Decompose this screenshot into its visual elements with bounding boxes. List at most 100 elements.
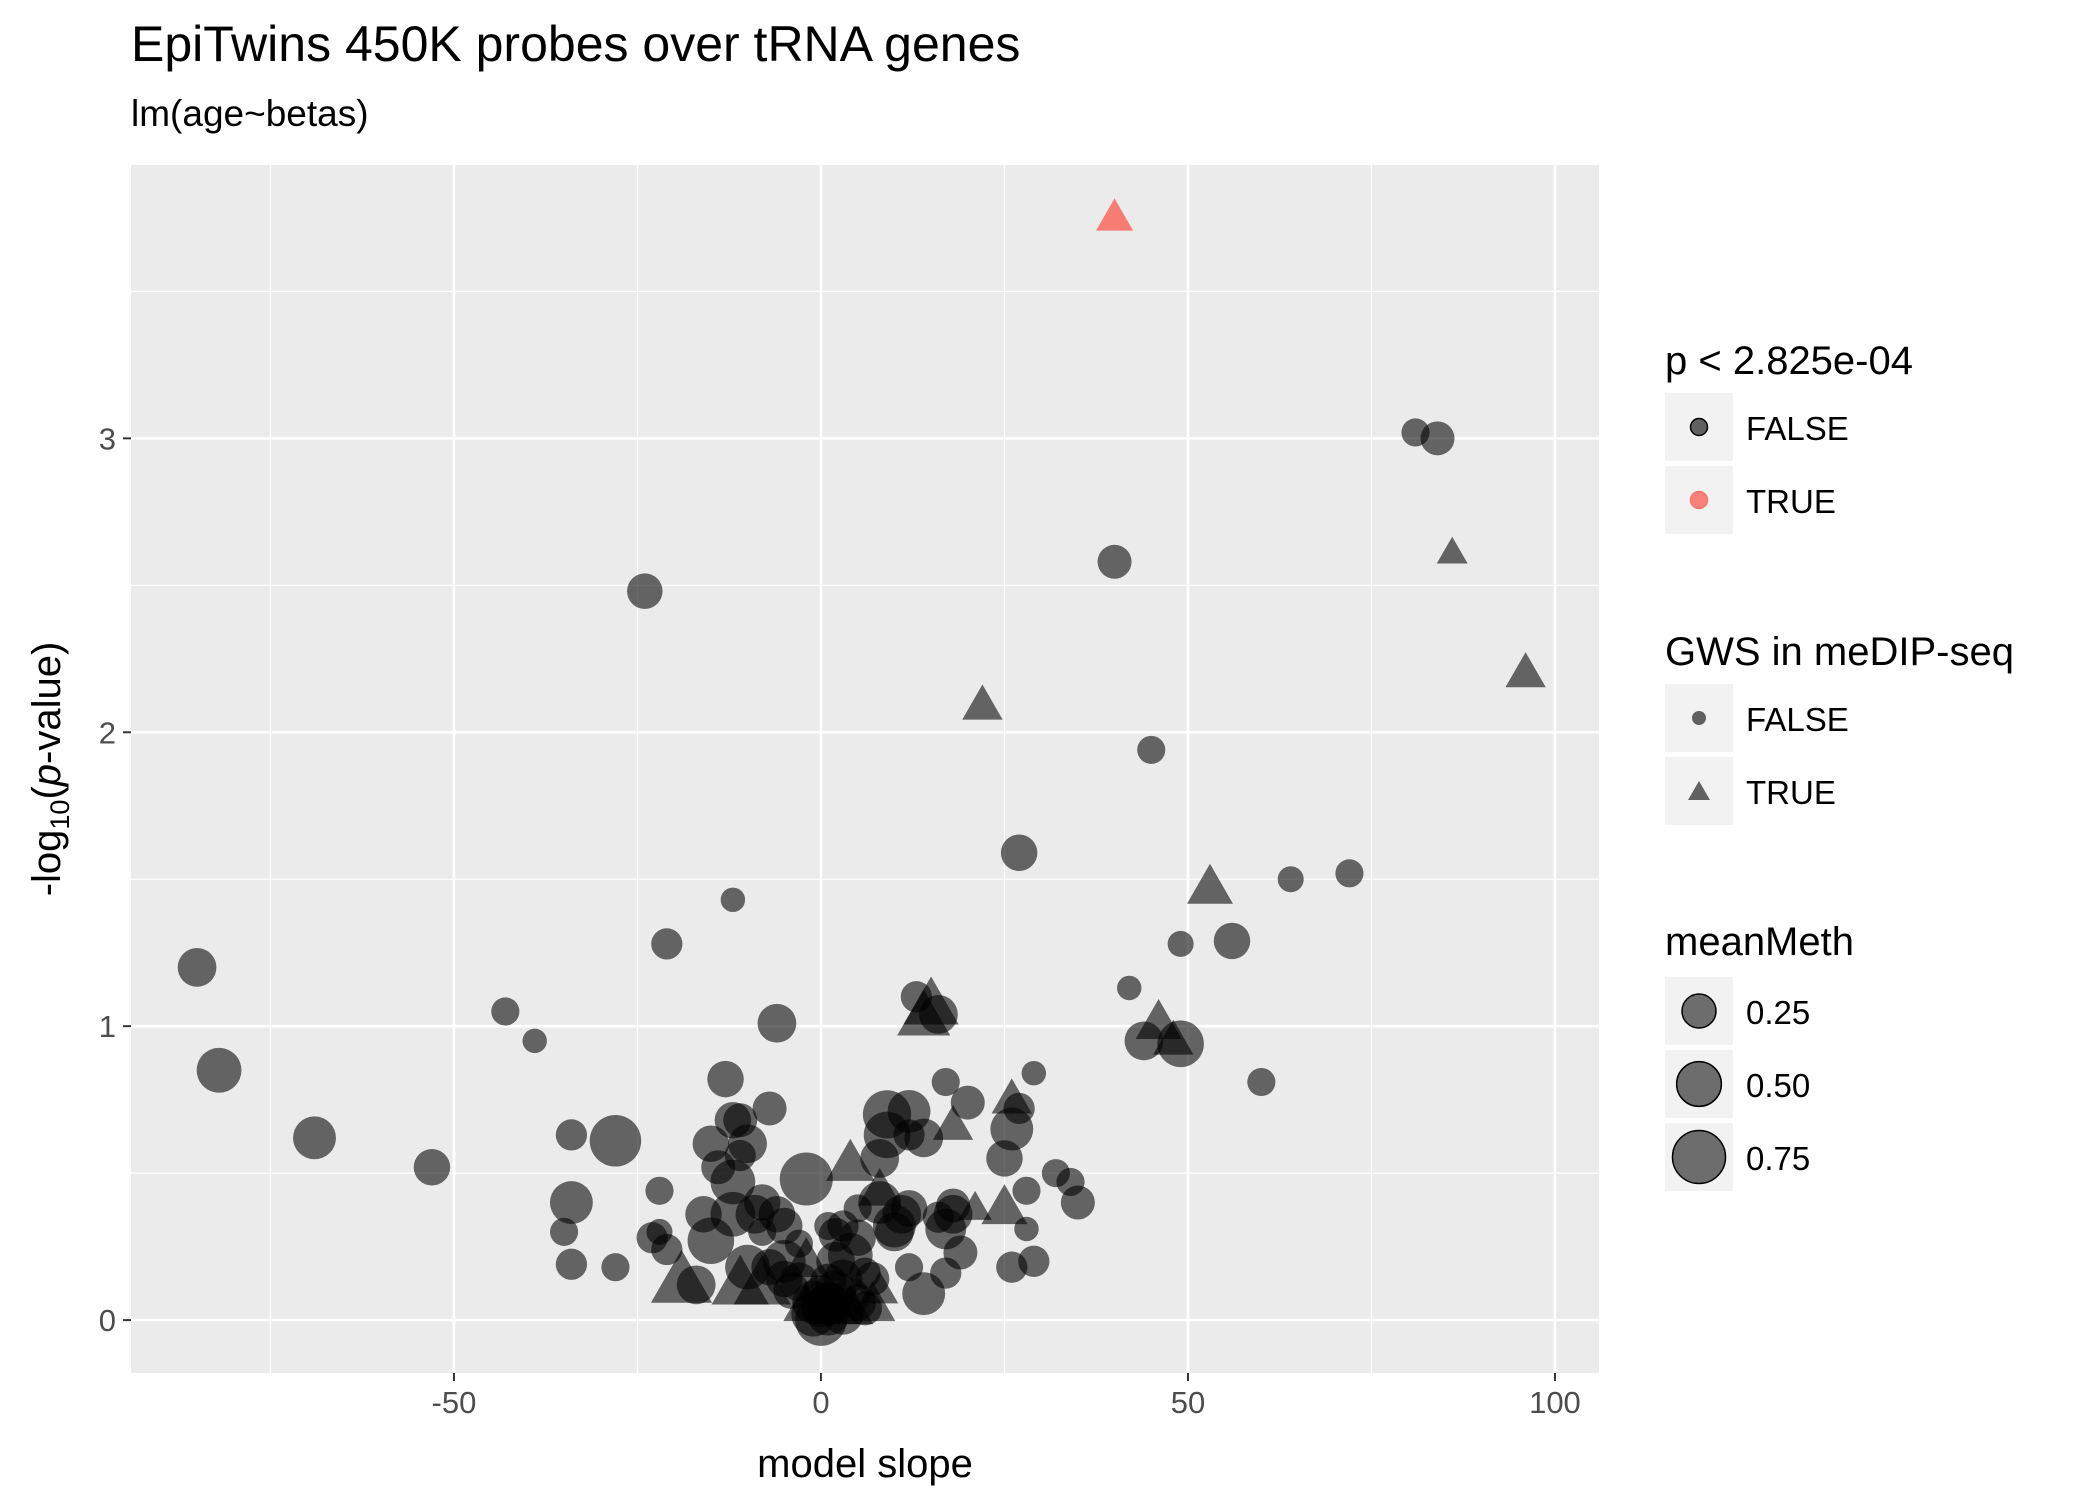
x-tick-label: 100 <box>1529 1385 1581 1420</box>
data-point-circle <box>555 1119 588 1151</box>
legend-label-true: TRUE <box>1746 774 1836 811</box>
data-point-circle <box>707 1060 744 1098</box>
legend-size-key-075 <box>1671 1129 1727 1185</box>
y-axis-title-prefix: -log <box>25 830 69 897</box>
data-point-circle <box>904 1118 944 1158</box>
y-tick-label: 0 <box>99 1303 116 1338</box>
data-point-triangle <box>1096 198 1134 231</box>
y-axis-title: -log10(p-value) <box>25 642 75 897</box>
chart-subtitle: lm(age~betas) <box>131 93 369 134</box>
data-point-circle <box>757 1003 797 1043</box>
data-point-circle <box>196 1047 242 1093</box>
legend-key-true-color <box>1689 490 1709 510</box>
data-point-triangle <box>932 1104 974 1140</box>
y-tick-label: 2 <box>99 715 116 750</box>
x-axis-title: model slope <box>757 1442 973 1486</box>
data-point-circle <box>919 995 958 1034</box>
y-tick-label: 3 <box>99 421 116 456</box>
x-axis: -50 0 50 100 <box>432 1373 1581 1420</box>
data-point-circle <box>1014 1216 1039 1242</box>
y-axis-title-subscript: 10 <box>45 800 75 830</box>
data-point-circle <box>1420 421 1455 456</box>
data-point-circle <box>1003 1092 1035 1125</box>
legend-label-075: 0.75 <box>1746 1140 1810 1177</box>
data-point-circle <box>549 1217 579 1246</box>
data-point-circle <box>1247 1067 1276 1097</box>
data-point-circle <box>1277 866 1304 893</box>
data-point-circle <box>839 1219 876 1257</box>
data-point-circle <box>627 573 663 609</box>
data-point-circle <box>1000 834 1038 872</box>
data-point-triangle <box>962 684 1003 720</box>
data-point-circle <box>413 1149 451 1186</box>
data-point-circle <box>728 1124 767 1164</box>
y-axis: 0 1 2 3 <box>99 421 131 1338</box>
legend-label-025: 0.25 <box>1746 994 1810 1031</box>
data-point-circle <box>1335 859 1364 888</box>
data-point-circle <box>491 997 520 1026</box>
data-point-circle <box>943 1235 978 1270</box>
data-point-circle <box>1060 1185 1095 1220</box>
y-axis-title-open: ( <box>25 786 69 800</box>
data-point-circle <box>720 887 746 913</box>
legend-meanmeth: meanMeth 0.25 0.50 0.75 <box>1665 920 1854 1191</box>
data-point-circle <box>522 1028 547 1054</box>
legend-significance-title: p < 2.825e-04 <box>1665 339 1913 383</box>
legend-gws: GWS in meDIP-seq FALSE TRUE <box>1665 630 2014 825</box>
legend-size-key-025 <box>1681 993 1717 1029</box>
x-tick-label: 50 <box>1171 1385 1205 1420</box>
data-point-circle <box>752 1091 787 1126</box>
data-point-circle <box>1167 930 1194 957</box>
data-point-circle <box>1012 1176 1041 1205</box>
data-point-circle <box>589 1115 642 1167</box>
data-point-circle <box>601 1253 630 1282</box>
data-point-circle <box>549 1181 593 1224</box>
data-point-circle <box>931 1067 960 1097</box>
data-point-circle <box>651 928 683 960</box>
data-point-circle <box>651 1233 683 1266</box>
data-point-circle <box>1157 1020 1204 1068</box>
data-point-triangle <box>1186 863 1233 904</box>
legend-key-circle-shape <box>1692 711 1706 725</box>
data-point-triangle <box>826 1138 875 1181</box>
y-tick-label: 1 <box>99 1009 116 1044</box>
data-point-circle <box>710 1159 756 1205</box>
x-tick-label: 0 <box>812 1385 829 1420</box>
data-point-circle <box>676 1265 716 1305</box>
data-point-triangle <box>981 1184 1028 1225</box>
legend-significance: p < 2.825e-04 FALSE TRUE <box>1665 339 1913 534</box>
y-axis-title-suffix: -value) <box>25 642 69 764</box>
data-point-circle <box>890 1190 928 1227</box>
data-point-circle <box>177 948 217 987</box>
legend-label-false: FALSE <box>1746 410 1849 447</box>
data-point-circle <box>779 1152 833 1206</box>
data-point-circle <box>1021 1060 1047 1086</box>
data-point-triangle <box>1505 652 1546 688</box>
data-point-circle <box>950 1085 985 1120</box>
data-point-circle <box>1097 544 1132 579</box>
legend-label-050: 0.50 <box>1746 1067 1810 1104</box>
data-point-triangle <box>1436 536 1468 564</box>
chart-title: EpiTwins 450K probes over tRNA genes <box>131 16 1021 72</box>
data-point-circle <box>1117 975 1142 1001</box>
x-tick-label: -50 <box>432 1385 477 1420</box>
legend-gws-title: GWS in meDIP-seq <box>1665 630 2014 674</box>
data-point-circle <box>293 1116 336 1160</box>
data-point-circle <box>936 1188 971 1223</box>
data-point-triangle <box>861 1271 899 1304</box>
data-point-circle <box>1137 735 1166 764</box>
data-point-circle <box>1213 922 1251 960</box>
data-point-triangle <box>958 1190 992 1220</box>
data-points <box>177 198 1546 1346</box>
data-point-circle <box>555 1248 588 1280</box>
y-axis-title-italic: p <box>25 764 69 787</box>
data-point-triangle <box>858 1167 902 1206</box>
legend-label-true: TRUE <box>1746 483 1836 520</box>
legend-size-key-050 <box>1675 1060 1723 1108</box>
data-point-circle <box>1018 1245 1050 1277</box>
legend-meanmeth-title: meanMeth <box>1665 920 1854 964</box>
legend-key-triangle-shape <box>1688 781 1710 800</box>
legend-label-false: FALSE <box>1746 701 1849 738</box>
legend-key-false-color <box>1689 417 1709 437</box>
